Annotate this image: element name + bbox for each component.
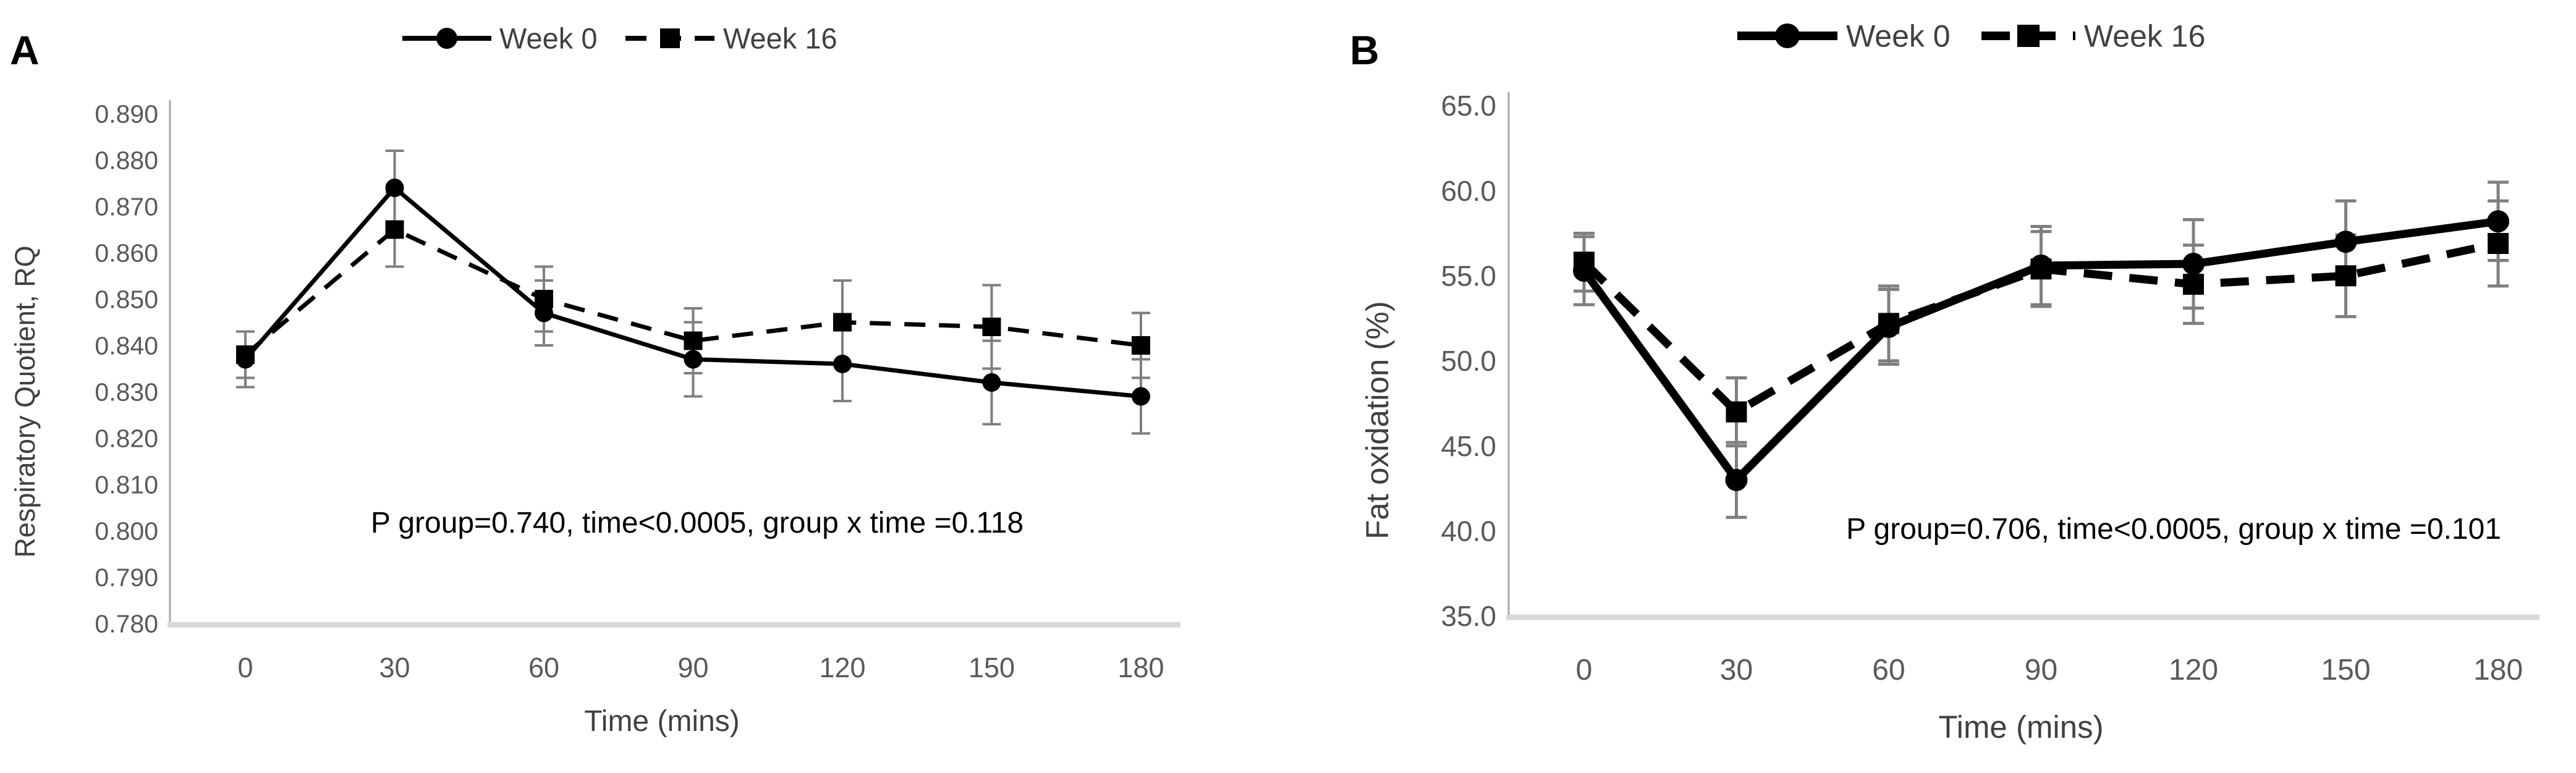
y-tick-label: 50.0 — [1441, 345, 1496, 377]
y-tick-label: 40.0 — [1441, 515, 1496, 547]
y-tick-label: 0.830 — [95, 378, 158, 406]
x-tick-label: 0 — [237, 652, 253, 683]
x-tick-label: 180 — [1117, 652, 1164, 683]
marker-circle — [1132, 387, 1150, 406]
y-tick-label: 0.810 — [95, 470, 158, 499]
x-axis-title: Time (mins) — [1938, 709, 2103, 745]
legend-marker-square — [660, 28, 680, 48]
panel-a-label: A — [10, 27, 40, 73]
y-tick-label: 0.870 — [95, 192, 158, 221]
marker-square — [833, 313, 852, 332]
legend-label-week0: Week 0 — [1846, 19, 1951, 54]
x-tick-label: 150 — [968, 652, 1015, 683]
marker-square — [684, 331, 703, 350]
x-axis-title: Time (mins) — [584, 705, 740, 738]
p-value-annotation: P group=0.740, time<0.0005, group x time… — [371, 507, 1023, 539]
marker-square — [2488, 233, 2509, 255]
y-tick-label: 0.880 — [95, 146, 158, 174]
marker-square — [2335, 265, 2357, 287]
marker-square — [236, 345, 255, 364]
y-tick-label: 0.800 — [95, 517, 158, 545]
y-tick-label: 45.0 — [1441, 430, 1496, 462]
x-tick-label: 0 — [1576, 654, 1593, 686]
chart-b-canvas: 65.0 60.0 55.0 50.0 45.0 40.0 35.0 0 30 60 90 120 15… — [1360, 19, 2540, 745]
x-tick-label: 30 — [1720, 654, 1753, 686]
legend-marker-square — [2017, 25, 2040, 47]
x-tick-label: 150 — [2321, 654, 2370, 686]
x-tick-label: 60 — [1872, 654, 1905, 686]
y-axis-title: Fat oxidation (%) — [1360, 301, 1395, 539]
panel-b-label: B — [1350, 27, 1379, 73]
panel-a: A 0.890 0.880 0.870 0.860 0.850 0.840 0.830 0.8… — [9, 22, 1180, 738]
marker-circle — [2182, 253, 2205, 276]
marker-circle — [982, 373, 1001, 392]
x-tick-label: 30 — [379, 652, 410, 683]
marker-square — [1132, 336, 1150, 355]
marker-circle — [684, 350, 703, 369]
marker-square — [385, 220, 404, 239]
legend-marker-circle — [1775, 23, 1800, 48]
panel-b: B 65.0 60.0 55.0 50.0 45.0 40.0 35.0 0 30 60 90 120… — [1288, 0, 2576, 773]
y-tick-label: 0.840 — [95, 331, 158, 360]
marker-square — [1574, 251, 1595, 273]
marker-square — [1878, 313, 1899, 334]
marker-square — [982, 318, 1001, 336]
marker-square — [2183, 274, 2204, 295]
p-value-annotation: P group=0.706, time<0.0005, group x time… — [1846, 513, 2501, 546]
y-tick-label: 0.850 — [95, 285, 158, 313]
y-tick-label: 0.860 — [95, 239, 158, 267]
marker-square — [1726, 401, 1747, 423]
legend-label-week16: Week 16 — [723, 22, 837, 54]
legend-label-week16: Week 16 — [2084, 19, 2205, 54]
x-tick-label: 180 — [2473, 654, 2523, 686]
y-tick-label: 0.780 — [95, 609, 158, 638]
legend-label-week0: Week 0 — [499, 22, 598, 54]
y-tick-label: 0.890 — [95, 99, 158, 128]
y-tick-label: 65.0 — [1441, 90, 1496, 122]
x-tick-label: 60 — [528, 652, 559, 683]
marker-circle — [1725, 468, 1748, 491]
legend-marker-circle — [436, 28, 457, 49]
y-axis-title: Respiratory Quotient, RQ — [9, 245, 41, 557]
y-tick-label: 0.790 — [95, 563, 158, 591]
x-tick-label: 90 — [677, 652, 708, 683]
marker-circle — [2334, 230, 2357, 253]
chart-a-canvas: 0.890 0.880 0.870 0.860 0.850 0.840 0.830 0.820… — [9, 22, 1180, 738]
marker-circle — [385, 179, 404, 197]
marker-circle — [2487, 210, 2509, 233]
x-tick-label: 120 — [819, 652, 865, 683]
marker-square — [535, 290, 553, 308]
y-tick-label: 35.0 — [1441, 600, 1496, 632]
marker-square — [2030, 258, 2052, 280]
marker-circle — [833, 355, 852, 373]
y-tick-label: 0.820 — [95, 424, 158, 452]
y-tick-label: 55.0 — [1441, 260, 1496, 292]
x-tick-label: 120 — [2169, 654, 2218, 686]
y-tick-label: 60.0 — [1441, 175, 1496, 207]
x-tick-label: 90 — [2025, 654, 2057, 686]
